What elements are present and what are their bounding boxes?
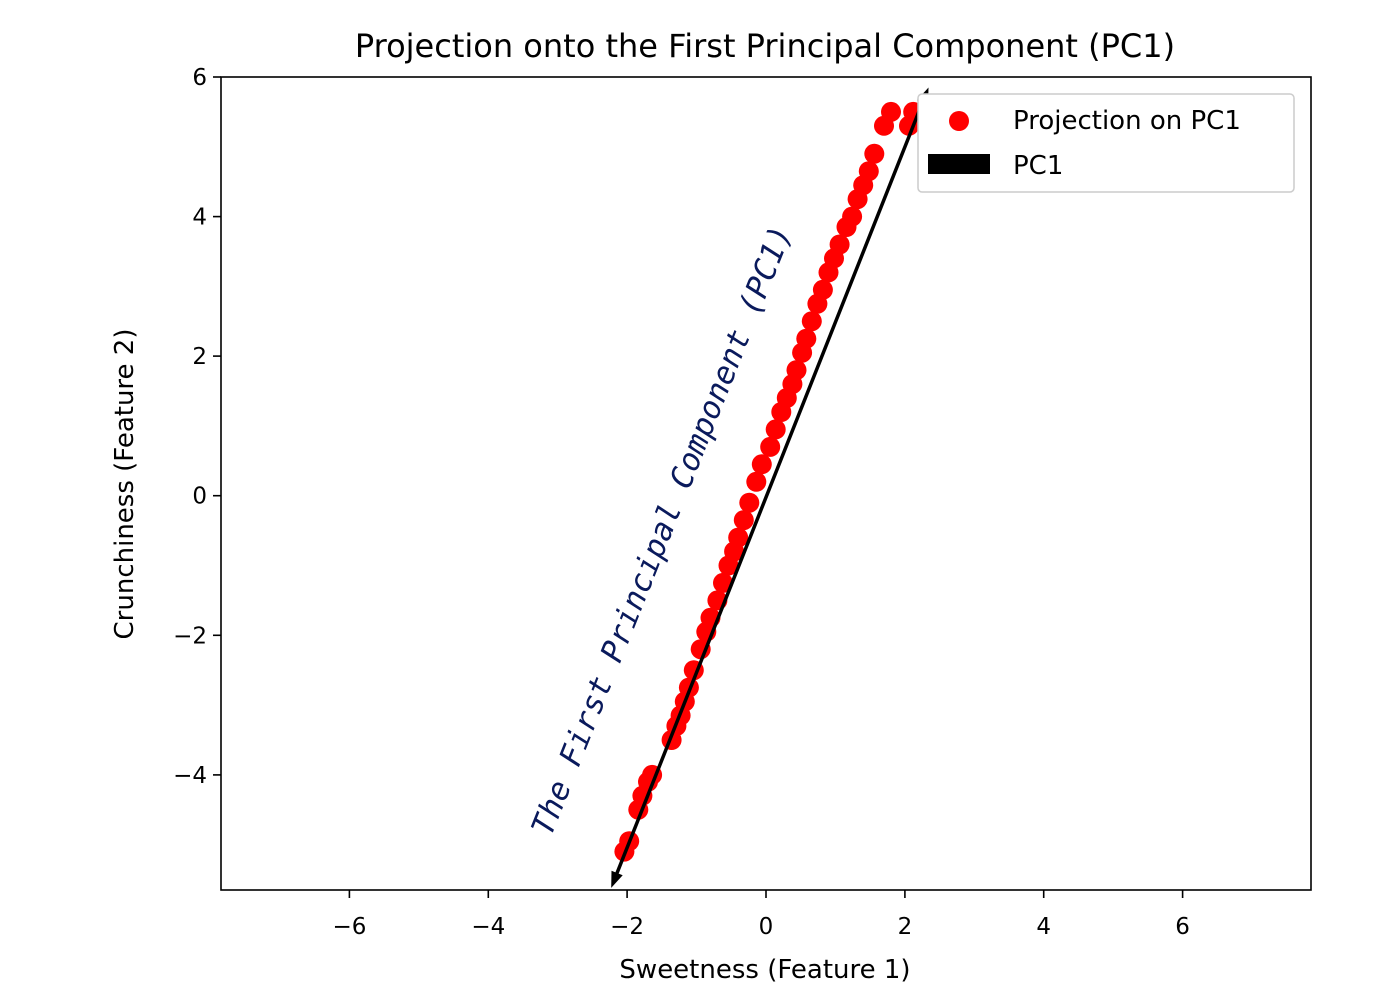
- y-tick-label: −2: [173, 623, 207, 649]
- chart-title: Projection onto the First Principal Comp…: [355, 27, 1175, 65]
- scatter-point: [760, 436, 781, 457]
- scatter-point: [801, 311, 822, 332]
- scatter-point: [842, 206, 863, 227]
- scatter-point: [829, 234, 850, 255]
- legend-label-projection: Projection on PC1: [1013, 106, 1241, 136]
- y-tick-label: 2: [192, 344, 207, 370]
- x-tick-label: 0: [759, 914, 774, 940]
- y-tick-label: 6: [192, 65, 207, 91]
- scatter-point: [733, 510, 754, 531]
- y-tick-label: −4: [173, 763, 207, 789]
- scatter-point: [751, 454, 772, 475]
- scatter-point: [881, 101, 901, 122]
- x-tick-label: −4: [471, 914, 505, 940]
- legend-arrow-swatch: [928, 154, 990, 174]
- scatter-point: [812, 279, 833, 300]
- y-tick-label: 0: [192, 484, 207, 510]
- scatter-point: [786, 360, 807, 381]
- pc1-arrow-head-bottom: [611, 870, 623, 888]
- x-tick-label: 6: [1175, 914, 1190, 940]
- y-axis-label: Crunchiness (Feature 2): [110, 329, 140, 640]
- x-tick-label: 4: [1036, 914, 1051, 940]
- x-tick-label: −6: [332, 914, 366, 940]
- legend-box: [917, 93, 1295, 193]
- x-axis-label: Sweetness (Feature 1): [619, 955, 910, 985]
- legend-scatter-marker: [949, 111, 969, 131]
- scatter-point: [728, 527, 749, 548]
- legend: Projection on PC1 PC1: [917, 93, 1295, 193]
- scatter-point: [746, 471, 767, 492]
- x-tick-label: 2: [898, 914, 913, 940]
- scatter-point: [858, 161, 879, 182]
- legend-label-pc1: PC1: [1013, 151, 1063, 181]
- scatter-point: [864, 143, 885, 164]
- pc1-arrow-shaft: [614, 99, 925, 876]
- scatter-point: [690, 639, 711, 660]
- scatter-point: [796, 328, 817, 349]
- y-tick-label: 4: [192, 205, 207, 231]
- scatter-point: [765, 419, 786, 440]
- x-tick-label: −2: [610, 914, 644, 940]
- scatter-point: [713, 572, 733, 593]
- scatter-point: [739, 492, 760, 513]
